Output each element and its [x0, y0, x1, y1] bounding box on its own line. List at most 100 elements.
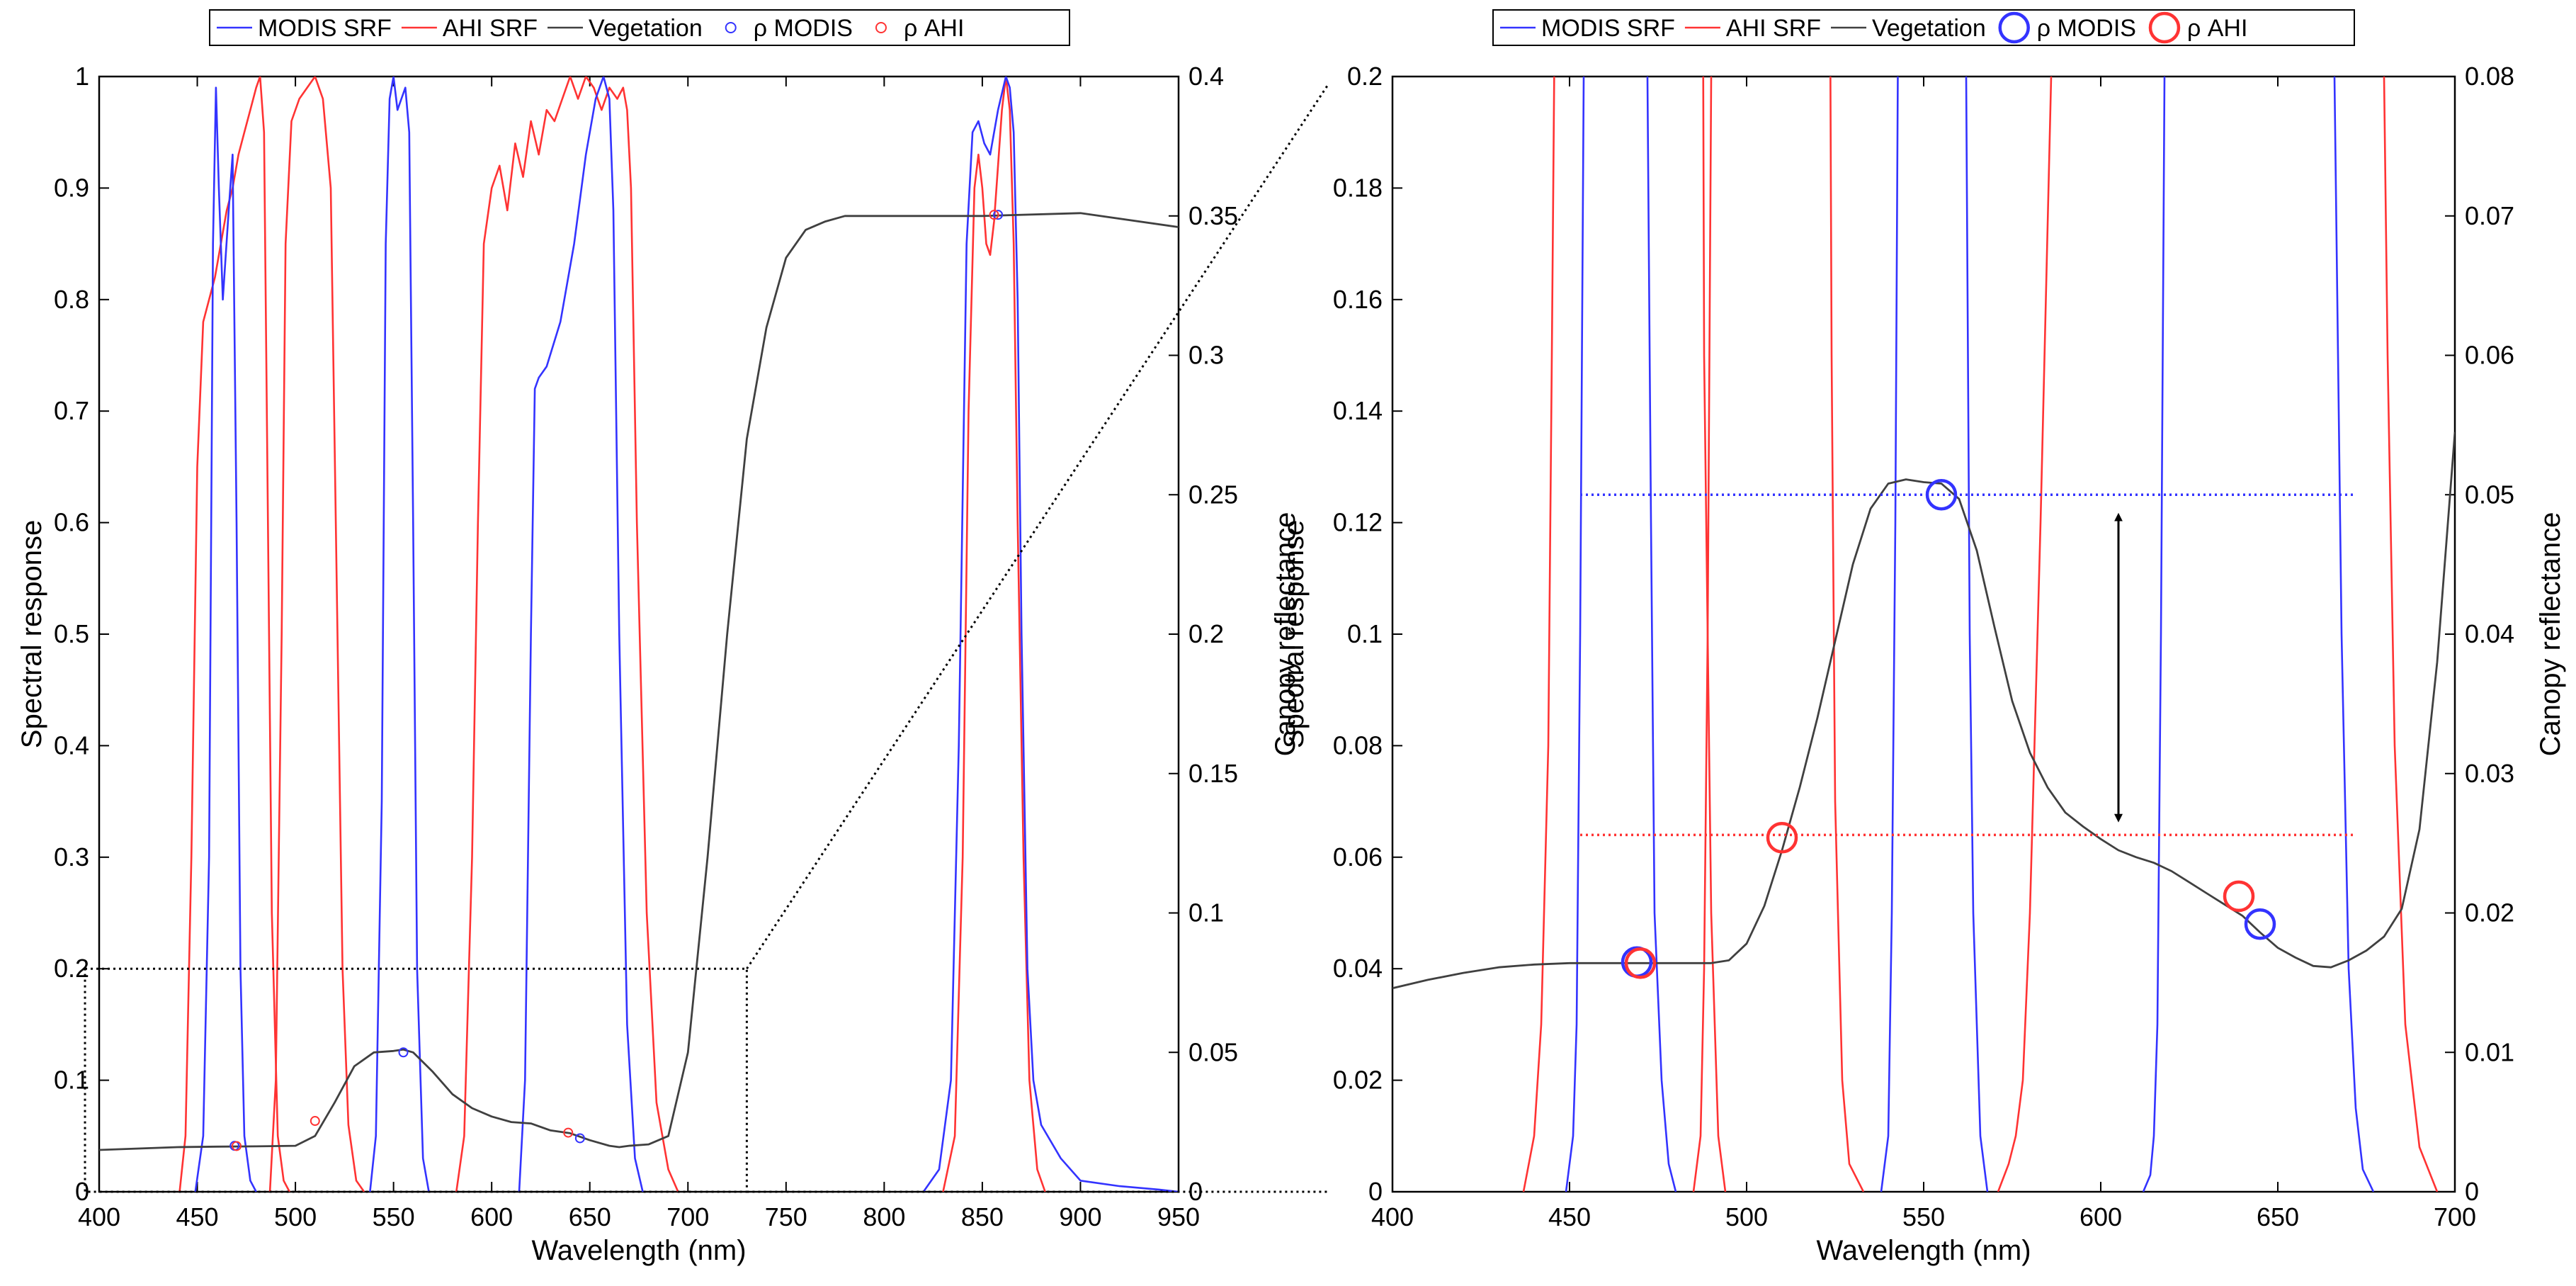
overview-xtick-label: 750 — [765, 1202, 807, 1231]
overview-ahi-srf-b3 — [455, 77, 679, 1192]
zoom-rho-modis-point — [2244, 908, 2276, 940]
overview-modis-srf-b1 — [518, 77, 644, 1192]
overview-ytick-label: 0 — [75, 1177, 89, 1206]
overview-y2-axis-title: Canopy reflectance — [1270, 512, 1301, 757]
overview-y2tick-label: 0.2 — [1188, 619, 1224, 648]
overview-xtick-label: 400 — [78, 1202, 120, 1231]
overview-rho-ahi-point — [231, 1141, 242, 1151]
overview-legend-label: Vegetation — [589, 15, 703, 42]
overview-y2tick-label: 0.3 — [1188, 341, 1224, 370]
overview-legend-label: ρ MODIS — [754, 15, 853, 42]
overview-xtick-label: 600 — [470, 1202, 513, 1231]
overview-ytick-label: 0.2 — [54, 954, 89, 983]
overview-y-axis-title: Spectral response — [16, 520, 47, 748]
overview-y2tick-label: 0.35 — [1188, 201, 1238, 230]
overview-y2tick-label: 0.05 — [1188, 1037, 1238, 1066]
zoom-xtick-label: 600 — [2079, 1202, 2122, 1231]
overview-rho-ahi-point — [989, 210, 999, 220]
zoom-legend: MODIS SRF AHI SRF Vegetation ρ MODIS ρ AHI — [1492, 9, 2355, 46]
overview-xtick-label: 900 — [1059, 1202, 1101, 1231]
zoom-ytick-label: 0 — [1368, 1177, 1383, 1206]
overview-rho-modis-point — [574, 1133, 585, 1144]
zoom-ytick-label: 0.04 — [1333, 954, 1383, 983]
overview-ytick-label: 1 — [75, 62, 89, 91]
inset-box — [84, 967, 748, 1193]
zoom-rho-ahi-point — [2223, 880, 2255, 913]
zoom-plot-area — [1392, 77, 2455, 1192]
zoom-modis-srf-b1 — [2142, 77, 2375, 1192]
zoom-legend-box — [1492, 9, 2355, 46]
zoom-ytick-label: 0.12 — [1333, 508, 1383, 537]
zoom-legend-marker — [2148, 11, 2181, 44]
overview-xtick-label: 850 — [961, 1202, 1004, 1231]
zoom-xtick-label: 500 — [1725, 1202, 1768, 1231]
zoom-y-axis-title: Spectral response — [1278, 520, 1310, 748]
zoom-ytick-label: 0.2 — [1347, 62, 1383, 91]
zoom-y2tick-label: 0.03 — [2465, 759, 2514, 788]
overview-legend-box — [209, 9, 1070, 46]
zoom-legend-marker — [1998, 11, 2030, 44]
zoom-chart: 400 450 500 550 600 650 70000.020.040.060.080.… — [1278, 9, 2566, 1266]
zoom-y2tick-label: 0.02 — [2465, 898, 2514, 927]
overview-legend: MODIS SRF AHI SRF Vegetation ρ MODIS ρ AHI — [209, 9, 1070, 46]
zoom-y2tick-label: 0.07 — [2465, 201, 2514, 230]
zoom-ytick-label: 0.06 — [1333, 842, 1383, 872]
zoom-legend-label: AHI SRF — [1726, 15, 1821, 42]
overview-ytick-label: 0.9 — [54, 173, 89, 202]
overview-y2tick-label: 0.4 — [1188, 62, 1224, 91]
overview-ytick-label: 0.8 — [54, 285, 89, 314]
zoom-y2-axis-title: Canopy reflectance — [2535, 512, 2566, 757]
zoom-ahi-srf-b1 — [1522, 77, 1727, 1192]
overview-plot-area — [99, 77, 1179, 1192]
zoom-xtick-label: 700 — [2434, 1202, 2476, 1231]
connector-line-top — [746, 83, 1330, 970]
overview-modis-srf-b4 — [369, 77, 430, 1192]
overview-rho-modis-point — [398, 1047, 409, 1058]
zoom-xtick-label: 650 — [2257, 1202, 2299, 1231]
zoom-ytick-label: 0.1 — [1347, 619, 1383, 648]
overview-xtick-label: 700 — [666, 1202, 709, 1231]
zoom-y2tick-label: 0.04 — [2465, 619, 2514, 648]
zoom-rho-ahi-point — [1624, 947, 1657, 979]
zoom-modis-srf-b4 — [1880, 77, 1989, 1192]
overview-xtick-label: 450 — [176, 1202, 219, 1231]
zoom-x-axis-title: Wavelength (nm) — [1816, 1235, 2031, 1266]
zoom-y2tick-label: 0.08 — [2465, 62, 2514, 91]
zoom-y2tick-label: 0.05 — [2465, 480, 2514, 509]
zoom-ytick-label: 0.16 — [1333, 285, 1383, 314]
overview-rho-ahi-point — [563, 1127, 574, 1138]
zoom-y2tick-label: 0.06 — [2465, 341, 2514, 370]
overview-modis-srf-b2 — [922, 77, 1179, 1192]
overview-legend-marker — [875, 22, 887, 33]
overview-ahi-srf-b4 — [942, 77, 1046, 1192]
overview-rho-ahi-point — [310, 1116, 320, 1127]
zoom-ahi-srf-b3 — [1997, 77, 2439, 1192]
overview-ahi-srf-b2 — [268, 77, 365, 1192]
zoom-y2tick-label: 0 — [2465, 1177, 2479, 1206]
overview-legend-label: ρ AHI — [904, 15, 964, 42]
overview-ytick-label: 0.1 — [54, 1066, 89, 1095]
overview-xtick-label: 650 — [569, 1202, 611, 1231]
zoom-legend-label: MODIS SRF — [1541, 15, 1675, 42]
zoom-modis-srf-b3 — [1565, 77, 1677, 1192]
overview-ytick-label: 0.6 — [54, 508, 89, 537]
overview-vegetation-line — [99, 212, 1179, 1151]
overview-y2tick-label: 0.25 — [1188, 480, 1238, 509]
overview-rho-modis-point — [993, 210, 1004, 220]
zoom-ytick-label: 0.18 — [1333, 173, 1383, 202]
overview-xtick-label: 800 — [863, 1202, 905, 1231]
overview-ytick-label: 0.7 — [54, 396, 89, 425]
overview-ytick-label: 0.5 — [54, 619, 89, 648]
zoom-ytick-label: 0.08 — [1333, 731, 1383, 760]
overview-legend-label: AHI SRF — [443, 15, 538, 42]
overview-xtick-label: 950 — [1157, 1202, 1200, 1231]
zoom-axes-box — [1391, 75, 2456, 1193]
overview-xtick-label: 550 — [373, 1202, 415, 1231]
zoom-y2tick-label: 0.01 — [2465, 1037, 2514, 1066]
overview-ytick-label: 0.3 — [54, 842, 89, 872]
zoom-legend-label: ρ MODIS — [2037, 15, 2136, 42]
overview-chart: 400 450 500 550 600 650 700 750 800 850 900 950 0 0.1… — [16, 9, 1301, 1266]
overview-legend-marker — [725, 22, 737, 33]
overview-ytick-label: 0.4 — [54, 731, 89, 760]
